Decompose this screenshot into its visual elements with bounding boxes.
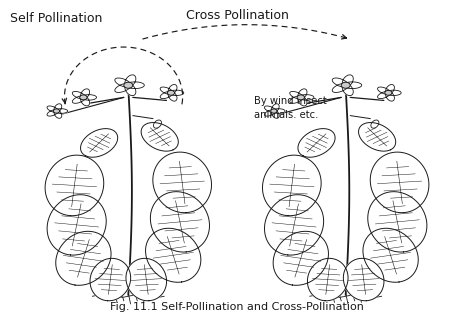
Polygon shape	[264, 195, 324, 255]
Polygon shape	[168, 84, 177, 94]
Polygon shape	[126, 82, 144, 89]
Polygon shape	[47, 195, 106, 255]
Polygon shape	[54, 110, 62, 118]
Polygon shape	[169, 90, 184, 95]
Polygon shape	[45, 155, 104, 216]
Circle shape	[53, 109, 60, 113]
Polygon shape	[81, 89, 90, 99]
Polygon shape	[73, 96, 86, 103]
Polygon shape	[370, 152, 429, 213]
Text: Fig. 11.1 Self-Pollination and Cross-Pollination: Fig. 11.1 Self-Pollination and Cross-Pol…	[110, 302, 364, 312]
Polygon shape	[126, 258, 166, 301]
Polygon shape	[332, 78, 348, 87]
Polygon shape	[264, 110, 276, 116]
Polygon shape	[81, 95, 97, 100]
Polygon shape	[146, 228, 201, 282]
Polygon shape	[90, 258, 131, 301]
Polygon shape	[272, 110, 279, 118]
Text: Self Pollination: Self Pollination	[10, 12, 102, 25]
Polygon shape	[47, 110, 58, 116]
Circle shape	[341, 82, 350, 88]
Polygon shape	[290, 91, 303, 99]
Polygon shape	[342, 75, 353, 87]
Polygon shape	[385, 91, 394, 101]
Polygon shape	[386, 90, 401, 95]
Polygon shape	[378, 87, 391, 94]
Polygon shape	[298, 96, 307, 106]
Text: By wind insect
animals. etc.: By wind insect animals. etc.	[254, 96, 326, 120]
Polygon shape	[168, 91, 177, 101]
Polygon shape	[378, 91, 391, 99]
Polygon shape	[54, 104, 62, 112]
Polygon shape	[264, 106, 276, 112]
Ellipse shape	[371, 120, 379, 128]
Polygon shape	[56, 231, 111, 285]
Polygon shape	[272, 104, 279, 112]
Polygon shape	[115, 78, 131, 87]
Polygon shape	[81, 129, 118, 157]
Polygon shape	[343, 258, 384, 301]
Polygon shape	[160, 91, 173, 99]
Polygon shape	[125, 75, 136, 87]
Polygon shape	[298, 129, 335, 157]
Polygon shape	[150, 192, 210, 252]
Polygon shape	[81, 96, 90, 106]
Polygon shape	[368, 192, 427, 252]
Ellipse shape	[154, 120, 162, 128]
Circle shape	[271, 109, 277, 113]
Polygon shape	[115, 83, 131, 92]
Polygon shape	[153, 152, 211, 213]
Polygon shape	[342, 83, 353, 96]
Polygon shape	[385, 84, 394, 94]
Polygon shape	[299, 95, 314, 100]
Polygon shape	[308, 258, 348, 301]
Polygon shape	[363, 228, 418, 282]
Text: Cross Pollination: Cross Pollination	[185, 9, 289, 22]
Circle shape	[167, 91, 174, 95]
Circle shape	[385, 91, 392, 95]
Polygon shape	[160, 87, 173, 94]
Polygon shape	[47, 106, 58, 112]
Polygon shape	[263, 155, 321, 216]
Circle shape	[124, 82, 133, 88]
Polygon shape	[73, 91, 86, 99]
Polygon shape	[273, 231, 328, 285]
Polygon shape	[298, 89, 307, 99]
Circle shape	[80, 95, 87, 100]
Polygon shape	[125, 83, 136, 96]
Polygon shape	[332, 83, 348, 92]
Polygon shape	[55, 109, 68, 113]
Polygon shape	[272, 109, 285, 113]
Polygon shape	[290, 96, 303, 103]
Polygon shape	[141, 123, 178, 151]
Polygon shape	[343, 82, 362, 89]
Polygon shape	[358, 123, 396, 151]
Circle shape	[297, 95, 304, 100]
